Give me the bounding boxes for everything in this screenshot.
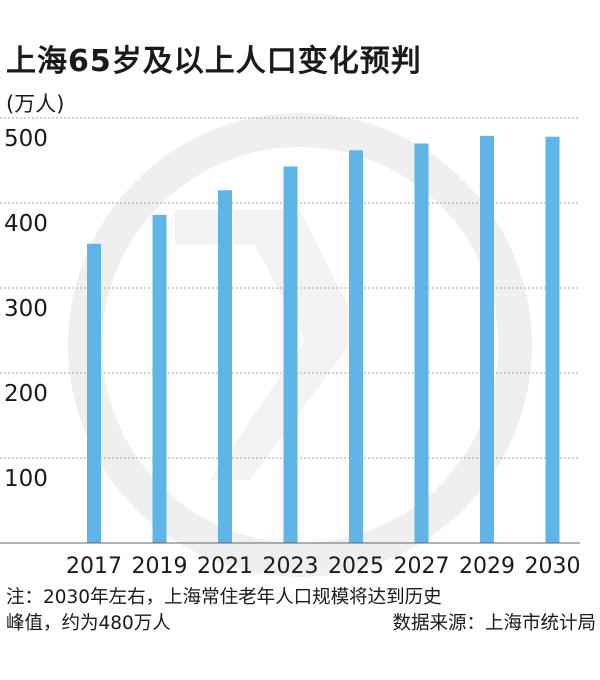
y-tick-label: 400 (4, 211, 48, 237)
bar-2019 (152, 214, 167, 543)
x-axis-ticks: 2017 2019 2021 2023 2025 2027 2029 2030 (66, 554, 581, 579)
chart-title: 上海65岁及以上人口变化预判 (6, 44, 422, 79)
watermark-logo (68, 113, 532, 577)
y-tick-label: 100 (4, 466, 48, 492)
footnote-line1: 注：2030年左右，上海常住老年人口规模将达到历史 (6, 587, 442, 608)
x-tick-label: 2029 (459, 554, 515, 579)
y-axis-unit: (万人) (6, 92, 65, 116)
data-source: 数据来源：上海市统计局 (392, 613, 596, 634)
x-tick-label: 2025 (328, 554, 384, 579)
x-tick-label: 2017 (66, 554, 122, 579)
y-tick-label: 500 (4, 126, 48, 152)
bar-2025 (349, 150, 363, 544)
bar-2029 (480, 135, 494, 543)
x-tick-label: 2030 (525, 554, 581, 579)
bar-2027 (414, 143, 429, 543)
bar-2017 (87, 243, 101, 544)
x-tick-label: 2019 (132, 554, 188, 579)
y-tick-label: 300 (4, 296, 48, 322)
y-tick-label: 200 (4, 381, 48, 407)
footnote: 注：2030年左右，上海常住老年人口规模将达到历史 峰值，约为480万人 数据来… (6, 585, 596, 637)
bars (87, 135, 560, 544)
bar-2021 (218, 190, 232, 543)
footnote-line2: 峰值，约为480万人 (6, 613, 171, 634)
x-tick-label: 2023 (263, 554, 319, 579)
bar-2030 (545, 136, 560, 543)
x-tick-label: 2021 (197, 554, 253, 579)
y-axis-ticks: 100 200 300 400 500 (4, 126, 48, 492)
x-tick-label: 2027 (394, 554, 450, 579)
bar-2023 (283, 166, 298, 543)
